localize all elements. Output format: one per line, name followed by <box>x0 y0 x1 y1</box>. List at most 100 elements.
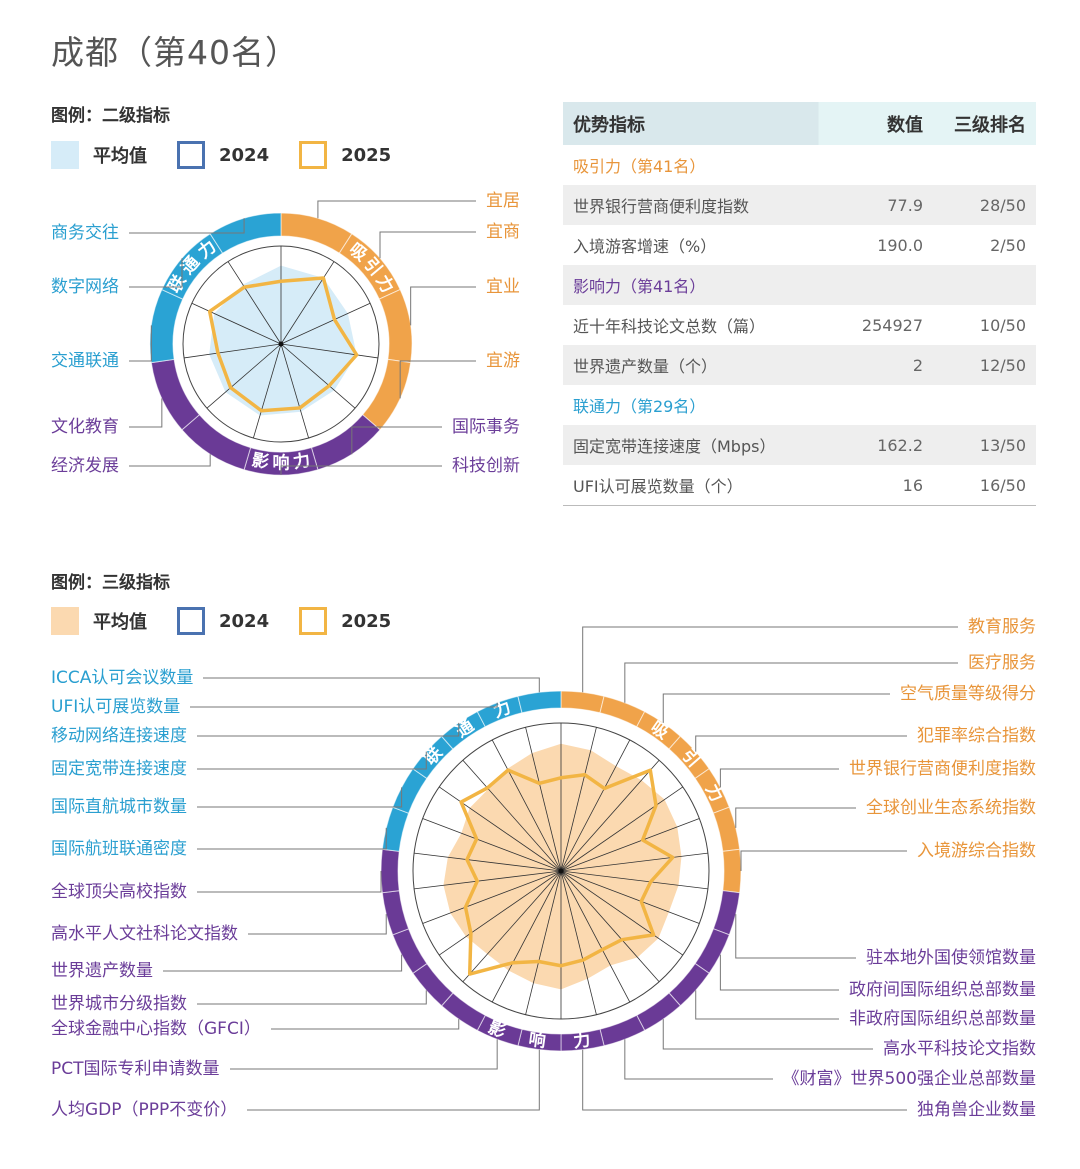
leader-line <box>197 787 403 808</box>
table-category-row: 影响力（第41名） <box>563 265 1036 305</box>
leader-line <box>190 702 498 708</box>
spoke-空气质量等级得分 <box>560 739 631 872</box>
spoke-宜业 <box>280 302 371 345</box>
leader-line <box>695 735 907 752</box>
ring-segment-影响力 <box>636 992 682 1032</box>
radar-chart-1: 吸引力影响力联通力 <box>129 200 476 476</box>
category-label: 联通力（第29名） <box>573 397 706 416</box>
spoke-入境游综合指数 <box>560 852 708 872</box>
axis-label: 驻本地外国使领馆数量 <box>866 948 1036 968</box>
axis-label: 全球创业生态系统指数 <box>866 798 1036 818</box>
axis-label: 国际航班联通密度 <box>51 839 187 859</box>
radar-chart-2: 吸引力影响力联通力 <box>163 626 958 1111</box>
leader-line <box>719 768 839 788</box>
indicator-value: 16 <box>902 475 923 495</box>
indicator-rank: 16/50 <box>979 475 1026 495</box>
ring-segment-吸引力 <box>560 690 605 714</box>
axis-label: 商务交往 <box>51 223 119 243</box>
indicator-value: 162.2 <box>877 435 923 455</box>
legend-avg: 平均值 <box>93 146 147 167</box>
leader-line <box>197 827 387 850</box>
avg-swatch <box>51 141 79 169</box>
spoke-世界银行营商便利度指数 <box>560 786 684 872</box>
spoke-国际直航城市数量 <box>422 818 562 872</box>
category-label: 吸引力（第41名） <box>573 157 706 176</box>
axis-label: 世界城市分级指数 <box>51 994 187 1014</box>
leader-line <box>410 286 476 326</box>
legend-avg: 平均值 <box>93 612 147 633</box>
legend-2024: 2024 <box>219 144 270 166</box>
indicator-rank: 28/50 <box>979 195 1026 215</box>
axis-label: 犯罪率综合指数 <box>917 726 1036 746</box>
spoke-国际事务 <box>280 343 356 409</box>
axis-label: 国际直航城市数量 <box>51 797 187 817</box>
indicator-value: 77.9 <box>887 195 923 215</box>
leader-line <box>271 1019 460 1030</box>
spoke-驻本地外国使领馆数量 <box>560 870 708 890</box>
spoke-全球金融中心指数（GFCI） <box>491 870 562 1003</box>
category-label: 影响力（第41名） <box>573 277 706 296</box>
leader-line <box>662 1019 873 1050</box>
spoke-宜商 <box>280 261 335 345</box>
spoke-世界遗产数量 <box>438 870 562 956</box>
leader-line <box>129 218 245 234</box>
leader-line <box>719 954 839 991</box>
legend-2024: 2024 <box>219 610 270 632</box>
leader-line <box>129 258 183 288</box>
spoke-医疗服务 <box>560 727 597 872</box>
leader-line <box>129 398 163 428</box>
indicator-value: 190.0 <box>877 235 923 255</box>
indicator-name: 入境游客增速（%） <box>573 237 717 256</box>
spoke-犯罪率综合指数 <box>560 759 660 872</box>
axis-label: 世界遗产数量 <box>51 961 153 981</box>
leader-line <box>662 693 890 723</box>
axis-label: 科技创新 <box>452 456 520 476</box>
axis-label: 文化教育 <box>51 417 119 437</box>
spoke-国际航班联通密度 <box>414 852 562 872</box>
spoke-ICCA认可会议数量 <box>525 727 562 872</box>
table-row: 入境游客增速（%） 190.0 2/50 <box>563 225 1036 265</box>
axis-label: 固定宽带连接速度 <box>51 759 187 779</box>
leader-line <box>379 231 476 259</box>
leader-line <box>624 662 958 703</box>
leader-line <box>129 454 211 467</box>
axis-label: 数字网络 <box>51 277 119 297</box>
y2024-swatch <box>177 607 205 635</box>
legend-level2: 平均值 2024 2025 <box>51 141 421 169</box>
axis-label: 世界银行营商便利度指数 <box>849 759 1036 779</box>
spoke-商务交往 <box>227 261 282 345</box>
ring-segment-联通力 <box>517 690 562 714</box>
indicator-name: UFI认可展览数量（个） <box>573 477 743 496</box>
page-title: 成都（第40名） <box>51 33 299 72</box>
table-row: 近十年科技论文总数（篇） 254927 10/50 <box>563 305 1036 345</box>
axis-label: 经济发展 <box>51 456 119 476</box>
indicator-name: 近十年科技论文总数（篇） <box>573 317 766 336</box>
ring-segment-吸引力 <box>722 848 742 894</box>
ring-label-char: 响 <box>273 453 290 474</box>
spoke-高水平科技论文指数 <box>560 870 660 983</box>
spoke-非政府国际组织总部数量 <box>560 870 684 956</box>
axis-label: 医疗服务 <box>968 653 1036 673</box>
table-row: 世界银行营商便利度指数 77.9 28/50 <box>563 185 1036 225</box>
leader-line <box>740 850 907 871</box>
axis-label: 非政府国际组织总部数量 <box>849 1009 1036 1029</box>
leader-line <box>197 871 382 893</box>
indicator-rank: 12/50 <box>979 355 1026 375</box>
ring-segment-联通力 <box>149 288 184 364</box>
axis-label: 入境游综合指数 <box>917 841 1036 861</box>
leader-line <box>203 677 540 693</box>
table-header: 优势指标 数值 三级排名 <box>563 102 1036 145</box>
ring-label-char: 力 <box>491 697 514 723</box>
axis-label: 宜商 <box>486 222 520 242</box>
axis-label: 《财富》世界500强企业总部数量 <box>782 1069 1036 1089</box>
axis-label: 宜游 <box>486 351 520 371</box>
spoke-高水平人文社科论文指数 <box>422 870 562 924</box>
ring-segment-联通力 <box>209 212 282 254</box>
axis-label: 独角兽企业数量 <box>917 1100 1036 1120</box>
header-rank: 三级排名 <box>954 114 1026 136</box>
ring-label-char: 力 <box>572 1029 591 1052</box>
legend-2025: 2025 <box>341 144 392 166</box>
table-row: 固定宽带连接速度（Mbps） 162.2 13/50 <box>563 425 1036 465</box>
y2024-swatch <box>177 141 205 169</box>
